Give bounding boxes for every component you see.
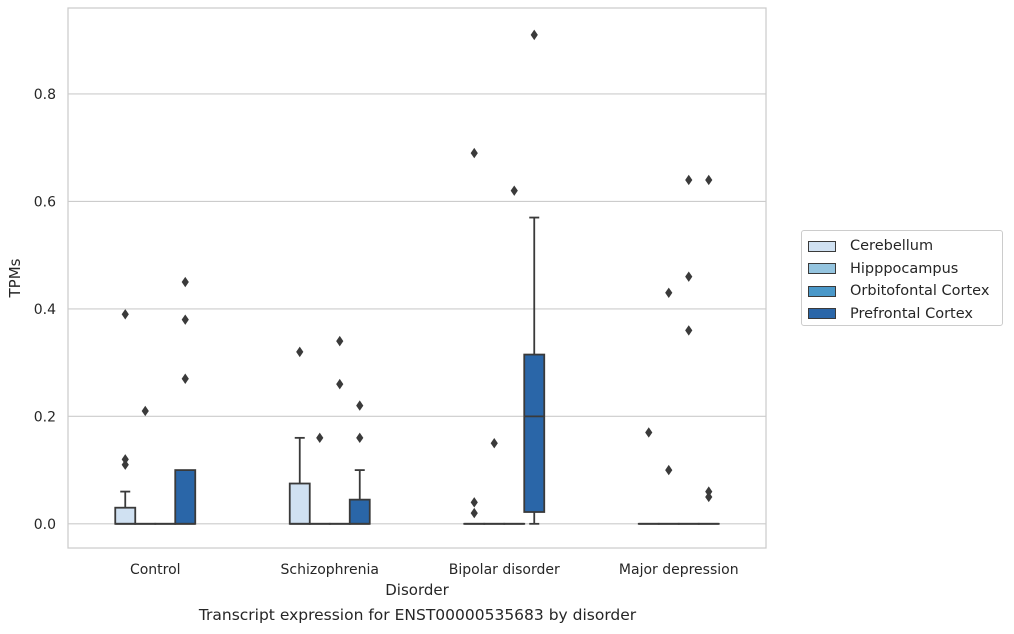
outlier-point	[530, 29, 538, 41]
box-prefrontal-cortex-2	[523, 29, 546, 525]
x-tick-label: Major depression	[619, 562, 739, 578]
figure-caption: Transcript expression for ENST0000053568…	[198, 606, 637, 624]
outlier-point	[296, 346, 304, 358]
y-axis-label: TPMs	[6, 258, 24, 298]
outlier-point	[665, 464, 673, 476]
legend-item: Hipppocampus	[808, 258, 1002, 281]
outlier-point	[705, 486, 713, 497]
legend-swatch	[808, 240, 836, 252]
outlier-point	[645, 427, 653, 438]
outlier-point	[490, 438, 498, 449]
outlier-point	[510, 185, 518, 196]
outlier-point	[121, 454, 129, 465]
outlier-point	[685, 271, 693, 282]
x-tick-label: Bipolar disorder	[449, 562, 560, 578]
outlier-point	[181, 373, 189, 384]
box-iqr	[348, 498, 371, 525]
outlier-point	[705, 491, 713, 503]
legend-item: Cerebellum	[808, 235, 1002, 258]
outlier-point	[665, 287, 673, 298]
outlier-point	[356, 432, 364, 444]
box-orbitofontal-cortex-3	[677, 174, 700, 525]
outlier-point	[121, 309, 129, 320]
box-iqr	[523, 353, 546, 513]
box-orbitofontal-cortex-1	[328, 335, 351, 525]
x-tick-labels: Control Schizophrenia Bipolar disorder Majo…	[130, 562, 739, 578]
outlier-point	[470, 147, 478, 159]
outlier-point	[470, 497, 478, 508]
box-prefrontal-cortex-0	[174, 276, 197, 525]
legend-swatch	[808, 308, 836, 320]
outlier-point	[356, 400, 364, 411]
x-tick-label: Control	[130, 562, 181, 578]
x-tick-label: Schizophrenia	[281, 562, 379, 578]
outlier-point	[141, 405, 149, 417]
box-series	[114, 29, 720, 525]
outlier-point	[121, 459, 129, 470]
y-tick-label: 0.4	[34, 302, 56, 318]
box-cerebellum-3	[637, 427, 660, 525]
legend-swatch	[808, 285, 836, 297]
box-iqr	[288, 482, 311, 525]
legend: Cerebellum Hipppocampus Orbitofontal Corte…	[801, 230, 1003, 326]
box-cerebellum-1	[288, 346, 311, 525]
y-tick-label: 0.8	[34, 87, 56, 103]
box-hipppocampus-2	[483, 438, 506, 525]
outlier-point	[181, 314, 189, 325]
box-iqr	[114, 506, 137, 525]
outlier-point	[685, 325, 693, 336]
legend-label: Orbitofontal Cortex	[850, 283, 990, 300]
box-cerebellum-0	[114, 309, 137, 525]
outlier-point	[181, 276, 189, 288]
box-hipppocampus-0	[134, 405, 157, 525]
legend-label: Hipppocampus	[850, 260, 959, 277]
grid-lines	[68, 93, 766, 525]
box-prefrontal-cortex-1	[348, 400, 371, 525]
box-prefrontal-cortex-3	[697, 174, 720, 525]
legend-item: Orbitofontal Cortex	[808, 280, 1002, 303]
plot-frame	[67, 7, 767, 549]
y-tick-label: 0.6	[34, 194, 56, 210]
legend-item: Prefrontal Cortex	[808, 303, 1002, 326]
outlier-point	[316, 432, 324, 444]
outlier-point	[336, 335, 344, 347]
y-tick-label: 0.2	[34, 409, 56, 425]
outlier-point	[470, 507, 478, 519]
box-orbitofontal-cortex-2	[503, 185, 526, 525]
legend-swatch	[808, 263, 836, 275]
y-tick-labels: 0.0 0.2 0.4 0.6 0.8	[34, 87, 56, 533]
y-tick-label: 0.0	[34, 517, 56, 533]
box-hipppocampus-3	[657, 287, 680, 525]
outlier-point	[685, 174, 693, 186]
legend-label: Prefrontal Cortex	[850, 305, 973, 322]
box-hipppocampus-1	[308, 432, 331, 525]
outlier-point	[336, 378, 344, 390]
box-iqr	[174, 469, 197, 525]
legend-label: Cerebellum	[850, 238, 934, 255]
x-axis-label: Disorder	[385, 581, 449, 599]
outlier-point	[705, 174, 713, 186]
box-cerebellum-2	[463, 147, 486, 525]
